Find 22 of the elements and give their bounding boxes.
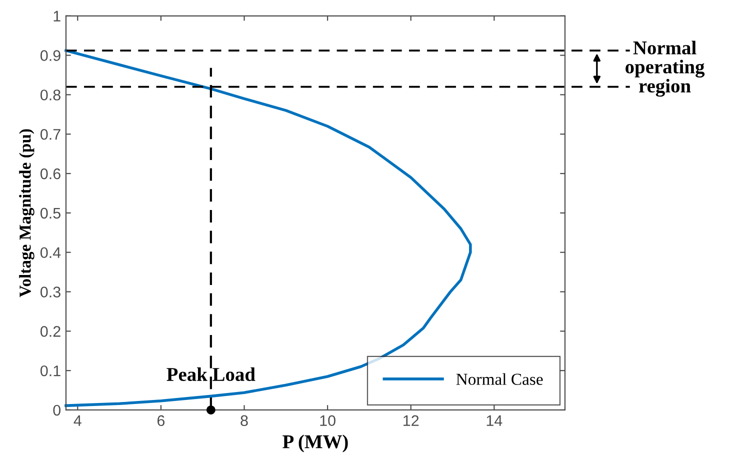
y-axis-title: Voltage Magnitude (pu) <box>19 129 34 298</box>
y-tick-label: 0.4 <box>40 247 61 258</box>
x-tick-label: 4 <box>74 415 82 426</box>
y-tick-label: 0.6 <box>40 168 60 180</box>
legend-label: Normal Case <box>456 373 543 385</box>
y-tick-label: 0.5 <box>40 208 60 219</box>
x-tick-label: 8 <box>240 415 248 426</box>
x-axis-title: P (MW) <box>282 434 348 452</box>
y-tick-label: 0.2 <box>40 326 60 337</box>
x-tick-label: 6 <box>157 415 165 426</box>
x-tick-label: 12 <box>404 415 419 426</box>
y-tick-label: 0.8 <box>40 90 60 100</box>
x-tick-label: 10 <box>320 415 336 426</box>
y-tick-label: 0.7 <box>40 128 60 140</box>
y-tick-label: 0.9 <box>40 50 60 61</box>
y-tick-label: 1 <box>54 10 60 22</box>
y-tick-label: 0 <box>53 404 61 416</box>
annotation: Peak Load <box>166 367 256 382</box>
x-tick-label: 14 <box>486 415 502 426</box>
text: Normal operating region <box>626 40 705 97</box>
y-tick-label: 0.3 <box>40 286 60 298</box>
y-tick-label: 0.1 <box>40 365 60 376</box>
